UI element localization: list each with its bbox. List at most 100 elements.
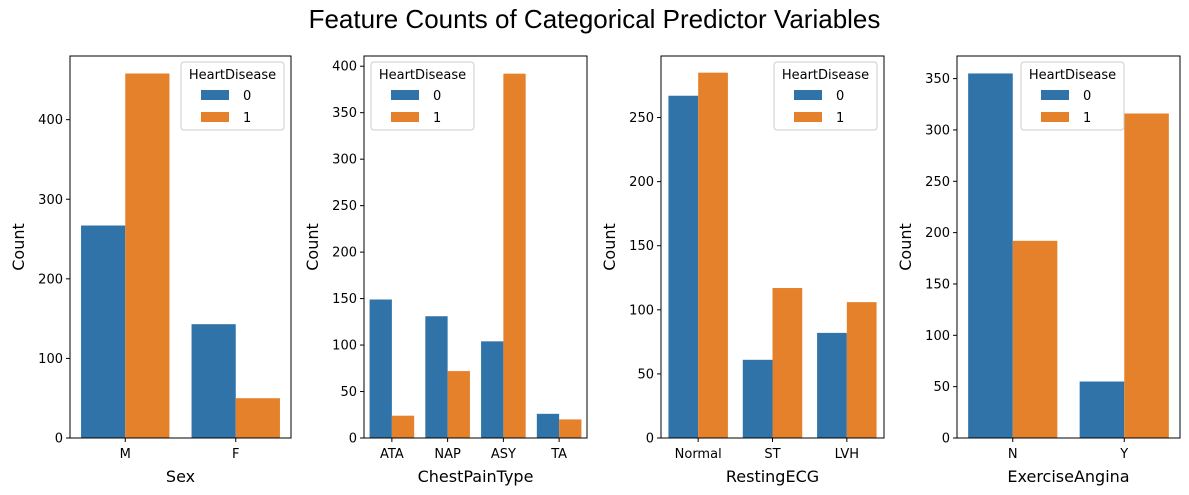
plot-frame	[69, 55, 292, 439]
bar-N-series-0	[968, 73, 1013, 439]
y-tick-label: 250	[925, 175, 950, 190]
legend-swatch-0	[794, 90, 822, 100]
legend-label-1: 1	[243, 111, 251, 126]
y-tick-label: 350	[332, 106, 357, 121]
x-axis-label: ChestPainType	[418, 467, 534, 486]
legend-swatch-0	[391, 90, 419, 100]
legend: HeartDisease 0 1	[773, 61, 878, 131]
x-axis-label: ExerciseAngina	[1007, 467, 1129, 486]
x-tick-label: Normal	[675, 447, 722, 462]
legend-swatch-0	[1041, 90, 1069, 100]
y-tick-label: 200	[38, 272, 63, 287]
legend-title: HeartDisease	[782, 68, 869, 83]
y-tick-label: 300	[925, 123, 950, 138]
y-tick-label: 200	[332, 246, 357, 261]
legend: HeartDisease 0 1	[370, 61, 475, 131]
y-tick-label: 0	[349, 432, 357, 447]
y-tick-label: 50	[933, 380, 950, 395]
bar-TA-series-0	[536, 413, 560, 438]
legend-label-1: 1	[836, 111, 844, 126]
bar-Y-series-1	[1124, 113, 1169, 439]
chart-panel-3: 0 50 100 150 200 250 Normal ST LVH RestingECG Coun…	[600, 55, 885, 486]
chart-panel-1: 0 100 200 300 400 M F Sex Count HeartDisease 0 1	[9, 55, 292, 486]
y-tick-label: 300	[38, 193, 63, 208]
legend-swatch-0	[201, 90, 229, 100]
bar-Y-series-0	[1079, 381, 1125, 438]
y-tick-label: 200	[629, 175, 654, 190]
x-tick-label: TA	[550, 447, 567, 462]
bar-NAP-series-1	[447, 371, 470, 438]
y-tick-label: 150	[925, 277, 950, 292]
y-tick-label: 50	[637, 367, 654, 382]
bar-F-series-0	[191, 324, 236, 438]
bar-LVH-series-1	[846, 302, 877, 438]
legend-label-0: 0	[836, 89, 844, 104]
y-tick-label: 150	[332, 292, 357, 307]
bar-M-series-0	[81, 225, 126, 438]
x-tick-label: Y	[1119, 447, 1128, 462]
bar-ATA-series-0	[369, 299, 392, 438]
legend-label-0: 0	[1083, 89, 1091, 104]
y-axis-label: Count	[600, 223, 619, 271]
legend: HeartDisease 0 1	[180, 61, 285, 131]
y-axis-label: Count	[896, 223, 915, 271]
bar-NAP-series-0	[425, 316, 448, 438]
legend-label-0: 0	[433, 89, 441, 104]
y-tick-label: 350	[925, 72, 950, 87]
legend-title: HeartDisease	[189, 68, 276, 83]
y-tick-label: 200	[925, 226, 950, 241]
x-tick-label: F	[232, 447, 239, 462]
bar-F-series-1	[235, 398, 280, 438]
y-tick-label: 50	[340, 385, 357, 400]
bar-N-series-1	[1012, 240, 1058, 438]
x-tick-label: NAP	[434, 447, 461, 462]
y-tick-label: 100	[925, 329, 950, 344]
x-tick-label: ASY	[491, 447, 516, 462]
bar-ATA-series-1	[391, 415, 415, 438]
y-tick-label: 100	[332, 339, 357, 354]
plot-frame	[363, 55, 588, 439]
bar-LVH-series-0	[817, 332, 847, 438]
figure-title: Feature Counts of Categorical Predictor …	[308, 4, 881, 34]
legend-label-1: 1	[433, 111, 441, 126]
y-tick-label: 400	[332, 60, 357, 75]
y-tick-label: 100	[629, 303, 654, 318]
legend-label-1: 1	[1083, 111, 1091, 126]
x-tick-label: ATA	[380, 447, 404, 462]
y-axis-label: Count	[9, 223, 28, 271]
y-tick-label: 150	[629, 239, 654, 254]
x-axis-label: RestingECG	[726, 467, 819, 486]
chart-panel-4: 0 50 100 150 200 250 300 350 N Y ExerciseAngina Cou…	[896, 55, 1181, 486]
bar-ST-series-0	[742, 359, 773, 438]
x-axis-label: Sex	[166, 467, 195, 486]
y-tick-label: 0	[55, 432, 63, 447]
y-tick-label: 100	[38, 352, 63, 367]
bar-ST-series-1	[772, 288, 803, 438]
bar-Normal-series-0	[668, 95, 699, 439]
legend-swatch-1	[391, 112, 419, 122]
legend: HeartDisease 0 1	[1020, 61, 1125, 131]
x-tick-label: ST	[764, 447, 780, 462]
legend-title: HeartDisease	[1029, 68, 1116, 83]
y-tick-label: 0	[942, 432, 950, 447]
bar-TA-series-1	[559, 419, 582, 438]
bar-ASY-series-1	[503, 73, 526, 439]
y-tick-label: 400	[38, 113, 63, 128]
bar-ASY-series-0	[481, 341, 504, 438]
legend-swatch-1	[1041, 112, 1069, 122]
y-tick-label: 250	[629, 111, 654, 126]
chart-panel-2: 0 50 100 150 200 250 300 350 400 ATA NAP ASY TA Chest…	[303, 55, 588, 486]
plot-frame	[956, 55, 1181, 439]
bar-M-series-1	[125, 73, 170, 438]
y-tick-label: 0	[646, 432, 654, 447]
legend-title: HeartDisease	[379, 68, 466, 83]
x-tick-label: M	[120, 447, 131, 462]
y-tick-label: 250	[332, 199, 357, 214]
y-tick-label: 300	[332, 153, 357, 168]
legend-swatch-1	[794, 112, 822, 122]
legend-label-0: 0	[243, 89, 251, 104]
legend-swatch-1	[201, 112, 229, 122]
x-tick-label: N	[1008, 447, 1018, 462]
x-tick-label: LVH	[835, 447, 859, 462]
